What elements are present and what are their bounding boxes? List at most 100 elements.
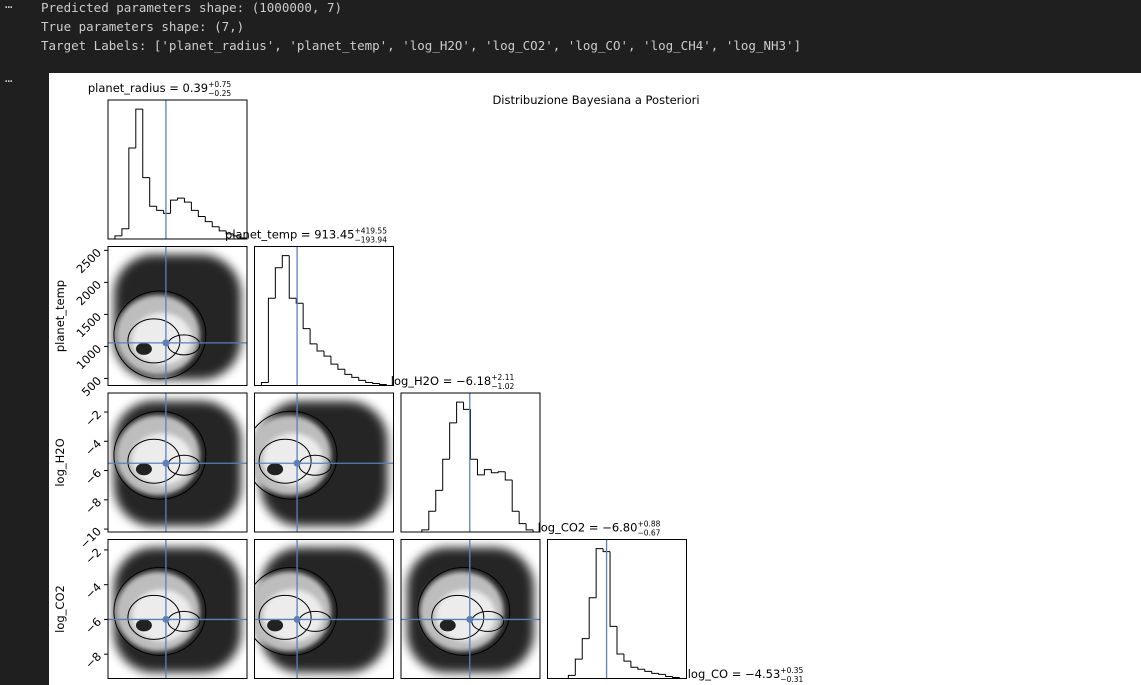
histogram-step [421,529,429,532]
title-plus: +419.55 [354,227,387,236]
contour [431,594,485,640]
truth-point [293,615,301,623]
histogram-step [679,677,687,679]
panel-frame [254,539,394,679]
histogram-step [323,350,331,357]
panel-content [254,393,394,532]
histogram-step [476,459,485,476]
title-minus: −0.25 [208,89,231,98]
histogram-step [379,383,387,385]
panel-content [254,246,394,386]
density-light [131,433,192,486]
histogram-step [449,422,457,460]
histogram-step [156,206,164,211]
truth-point [466,615,474,623]
contour [113,290,207,380]
histogram-step [637,667,645,670]
title-minus: −193.94 [354,236,387,245]
title-plus: +0.75 [208,80,231,89]
title-plus: +2.11 [491,373,514,382]
histogram-step [330,356,338,365]
title-text: log_CO2 = −6.80 [538,521,638,535]
histogram-step [114,235,122,239]
title-minus: −1.02 [491,382,514,391]
title-plus: +0.88 [637,520,660,529]
histogram-step [470,409,478,460]
panel [547,539,687,679]
contour [113,410,207,500]
histogram-step [274,267,283,299]
panel-title: log_CO = −4.53+0.35 −0.31 [688,666,804,684]
density-peak [135,463,152,476]
histogram-step [651,671,659,674]
histogram-step [337,364,345,370]
histogram-step [177,197,185,201]
panel-title: log_H2O = −6.18+2.11 −1.02 [391,373,515,391]
output-line: Target Labels: ['planet_radius', 'planet… [41,38,802,53]
histogram-step [567,674,576,679]
histogram-step [623,653,631,662]
histogram-step [163,210,171,214]
panel-frame [107,246,248,386]
histogram-step [142,109,150,179]
panel [107,99,248,240]
title-text: planet_radius = 0.39 [88,81,208,95]
histogram-step [190,202,199,211]
panel-title: planet_radius = 0.39+0.75 −0.25 [88,80,231,98]
y-axis-label: log_H2O [53,438,67,486]
histogram-step [372,382,380,384]
histogram-step [183,198,192,203]
truth-point [162,459,170,467]
histogram-step [504,471,513,481]
histogram-step [197,210,206,217]
histogram-step [428,510,436,530]
panel-content [254,539,394,679]
histogram-step [588,597,597,639]
panel-content [401,539,540,679]
contour [113,566,207,656]
histogram-step [463,402,471,410]
panel-content [108,539,247,679]
panel-content [401,393,540,532]
contour [127,318,181,364]
panel-frame [107,392,248,533]
histogram-step [267,297,276,383]
title-text: planet_temp = 913.45 [225,228,354,242]
histogram-step [170,199,178,214]
panel [400,539,541,679]
cell-prompt[interactable]: ⋯ [5,74,13,88]
histogram-step [672,676,680,678]
panel-frame [400,539,541,679]
panel-frame [547,539,687,679]
panel-title: planet_temp = 913.45+419.55 −193.94 [225,227,387,245]
title-minus: −0.31 [780,675,803,684]
density-peak [439,619,456,632]
histogram-step [644,669,652,672]
histogram-step [288,255,297,299]
histogram-step [665,674,673,677]
histogram-step [365,380,373,383]
contour [127,594,181,640]
figure-title: Distribuzione Bayesiana a Posteriori [492,93,699,107]
panel-content [547,539,687,679]
panel-frame [254,246,394,386]
histogram-step [239,235,247,239]
title-text: log_H2O = −6.18 [391,374,492,388]
panel-content [108,246,247,386]
contour [258,594,312,640]
density-peak [135,342,152,355]
output-line: Predicted parameters shape: (1000000, 7) [41,0,343,15]
histogram-step [658,673,666,675]
histogram-step [260,381,269,386]
cell-prompt[interactable]: ⋯ [5,0,13,14]
contour [254,410,338,500]
histogram-step [483,469,492,475]
histogram-step [609,551,617,627]
contour [258,438,312,484]
histogram-step [295,298,304,304]
histogram-step [121,228,129,236]
histogram-step [344,369,352,375]
histogram-step [574,658,583,676]
